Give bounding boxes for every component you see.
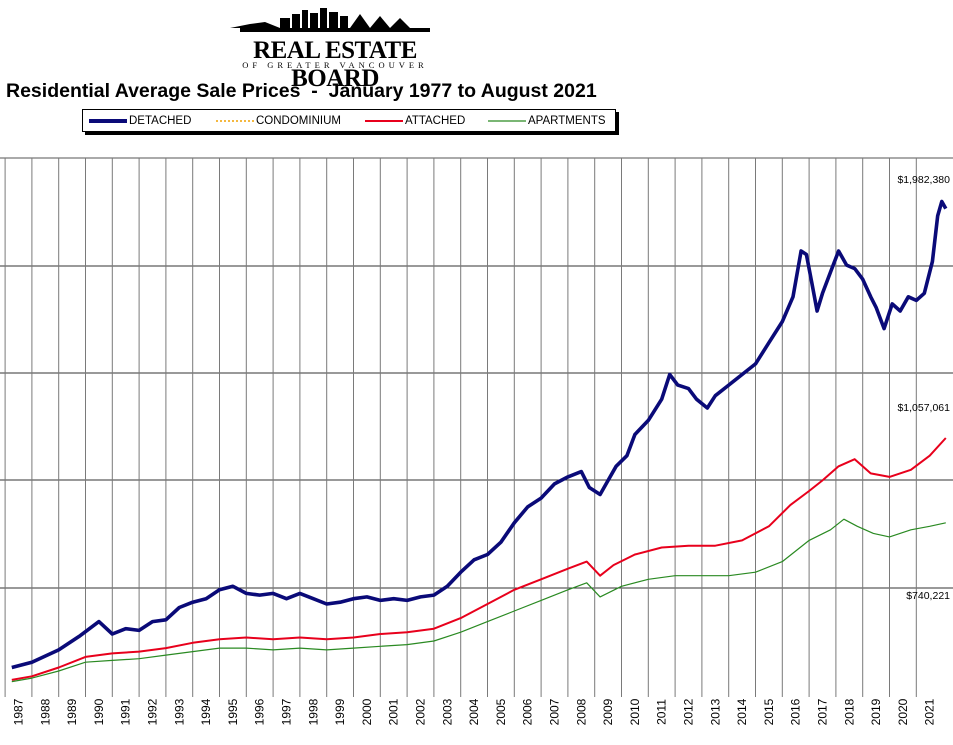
x-tick-label: 2005 [494, 698, 508, 725]
x-tick-label: 2019 [869, 698, 883, 725]
x-tick-label: 1997 [280, 698, 294, 725]
x-tick-label: 2000 [360, 698, 374, 725]
x-tick-label: 2004 [467, 698, 481, 725]
series-line-attached [11, 437, 947, 681]
x-tick-label: 2012 [682, 698, 696, 725]
x-tick-label: 2017 [816, 698, 830, 725]
x-tick-label: 2015 [762, 698, 776, 725]
x-tick-label: 1989 [65, 698, 79, 725]
series-line-detached [11, 199, 948, 670]
x-tick-label: 2011 [655, 699, 669, 725]
x-tick-label: 1999 [333, 698, 347, 725]
x-tick-label: 2006 [521, 698, 535, 725]
legend-swatch-detached [89, 118, 127, 123]
value-annotation: $740,221 [906, 590, 950, 602]
x-tick-label: 2009 [601, 698, 615, 725]
logo: REAL ESTATE BOARD OF GREATER VANCOUVER [220, 4, 450, 92]
legend-swatch-apartments [488, 119, 526, 122]
legend-item-detached: DETACHED [89, 110, 191, 131]
value-annotation: $1,982,380 [897, 174, 950, 186]
legend-label-condominium: CONDOMINIUM [256, 114, 341, 127]
x-tick-label: 2008 [574, 698, 588, 725]
x-tick-label: 2020 [896, 698, 910, 725]
x-tick-label: 1995 [226, 698, 240, 725]
x-tick-label: 2013 [708, 698, 722, 725]
x-tick-label: 1998 [306, 698, 320, 725]
x-tick-label: 1991 [119, 698, 133, 725]
logo-subtitle: OF GREATER VANCOUVER [242, 60, 428, 70]
legend-item-condominium: CONDOMINIUM [216, 110, 341, 131]
x-tick-label: 2001 [387, 698, 401, 725]
x-tick-label: 2010 [628, 698, 642, 725]
logo-name: REAL ESTATE BOARD [253, 37, 417, 92]
legend-label-attached: ATTACHED [405, 114, 466, 127]
skyline-logo-icon [230, 8, 430, 32]
x-tick-label: 1990 [92, 698, 106, 725]
x-tick-label: 2021 [923, 698, 937, 725]
legend-label-apartments: APARTMENTS [528, 114, 606, 127]
value-annotation: $1,057,061 [897, 402, 950, 414]
x-tick-label: 1992 [146, 698, 160, 725]
x-tick-label: 2014 [735, 698, 749, 725]
x-tick-label: 2007 [548, 698, 562, 725]
legend-item-apartments: APARTMENTS [488, 110, 606, 131]
x-tick-label: 2002 [414, 698, 428, 725]
x-tick-label: 2018 [842, 698, 856, 725]
legend-swatch-attached [365, 119, 403, 122]
series-line-apartments [11, 518, 946, 683]
x-tick-label: 1987 [12, 698, 26, 725]
chart-title: Residential Average Sale Prices - Januar… [6, 80, 597, 102]
x-tick-label: 1996 [253, 698, 267, 725]
x-tick-label: 1994 [199, 698, 213, 725]
legend-item-attached: ATTACHED [365, 110, 465, 131]
x-tick-label: 1993 [172, 698, 186, 725]
x-tick-label: 2003 [440, 698, 454, 725]
legend-label-detached: DETACHED [129, 114, 192, 127]
x-tick-label: 1988 [38, 698, 52, 725]
x-tick-label: 2016 [789, 698, 803, 725]
chart-legend: DETACHED CONDOMINIUM ATTACHED APARTMENTS [82, 109, 616, 132]
